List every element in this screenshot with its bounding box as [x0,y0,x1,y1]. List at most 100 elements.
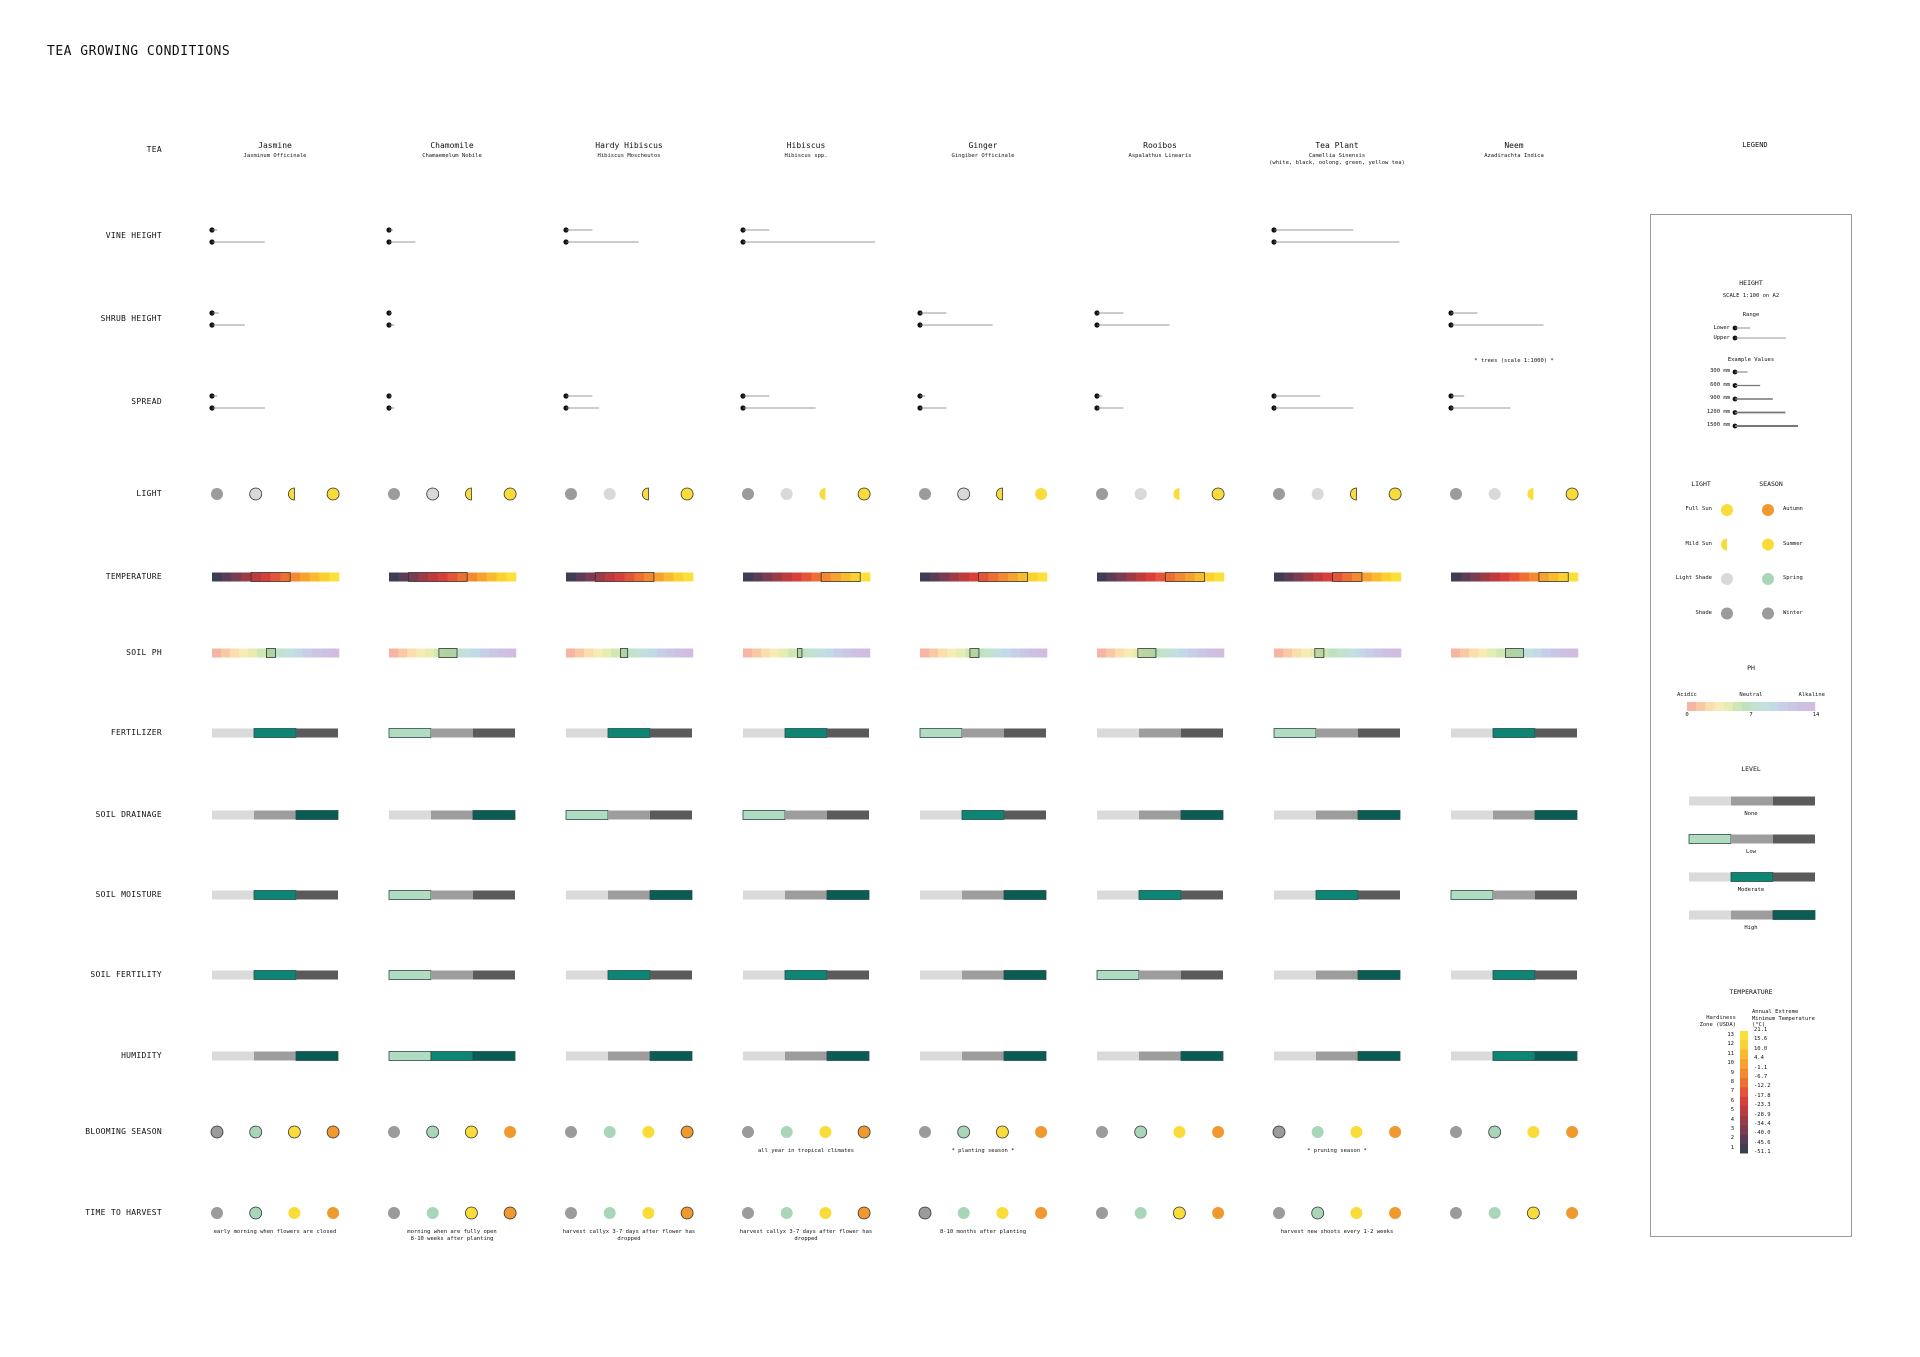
tea-neem-fertility-level [1451,970,1577,980]
tea-rooibos-temp-zone-9 [1175,572,1186,582]
tea-tea-plant-fertilizer-level [1273,728,1400,738]
tea-rooibos-moisture-level-seg-2 [1181,890,1223,900]
tea-hibiscus-fertilizer-level-seg-0 [743,728,785,738]
tea-jasmine-harvest-note: early morning when flowers are closed [213,1229,337,1235]
tea-hibiscus-temp-zone-1 [743,572,754,582]
legend-zone-value: 3 [1730,1126,1734,1132]
tea-ginger-humidity-level-seg-2 [1003,1051,1047,1061]
tea-ginger-fertility-level-seg-0 [920,970,962,980]
tea-jasmine-bloom-summer [287,1125,301,1139]
tea-hardy-hibiscus-ph-step-3 [593,648,603,658]
tea-hardy-hibiscus-light-light-shade [603,488,616,500]
tea-hardy-hibiscus-harvest-spring [603,1207,616,1219]
legend-ph-step [1805,702,1816,711]
tea-hibiscus-ph-step-10 [833,648,844,658]
tea-neem-temp-zone-4 [1480,572,1491,582]
tea-tea-plant-ph-step-7 [1337,648,1347,658]
tea-hibiscus-temp-zone-9 [821,572,832,582]
tea-tea-plant-harvest-summer [1350,1207,1363,1219]
tea-tea-plant-temp-zone-11 [1371,572,1382,582]
tea-ginger-ph-step-9 [1001,648,1012,658]
legend-light-swatch [1721,573,1733,585]
tea-ginger-ph-step-7 [983,648,993,658]
tea-hibiscus-ph-step-5 [788,648,798,658]
tea-rooibos-harvest-autumn [1212,1207,1225,1219]
tea-hardy-hibiscus-ph-step-4 [602,648,612,658]
legend-zone-value: 9 [1730,1069,1734,1076]
legend-level-none-seg-0 [1689,796,1731,806]
tea-hibiscus-ph-step-8 [815,648,825,658]
tea-rooibos-fertility-level-seg-2 [1181,970,1223,980]
legend-level-high-seg-2 [1772,910,1816,920]
tea-hibiscus-temp-zone-10 [830,572,841,582]
tea-hibiscus-temp-zone-11 [840,572,851,582]
tea-hibiscus-ph-step-0 [743,648,753,658]
tea-ginger-harvest-note: 8-10 months after planting [939,1229,1027,1235]
tea-neem-drainage-level-seg-0 [1451,810,1493,820]
tea-hibiscus-harvest-autumn [857,1206,871,1220]
tea-tea-plant-temp-zone-6 [1322,572,1333,582]
tea-hardy-hibiscus-temp-zone-4 [595,572,606,582]
tea-ginger-ph-step-12 [1028,648,1039,658]
tea-jasmine-light-full-sun [326,487,340,501]
legend-temp-label: Annual Extreme [1752,1009,1799,1015]
tea-chamomile-humidity-level-seg-2 [472,1051,516,1061]
tea-tea-plant-ph-step-11 [1373,648,1384,658]
tea-rooibos-drainage-level-seg-0 [1097,810,1139,820]
tea-jasmine-ph-step-0 [212,648,222,658]
tea-hardy-hibiscus-moisture-level-seg-2 [649,890,693,900]
tea-neem-drainage-level-seg-1 [1493,810,1535,820]
legend-temp-swatch [1740,1049,1748,1060]
legend-height-title: HEIGHT [1739,279,1763,287]
tea-hibiscus-drainage-level-seg-2 [827,810,869,820]
tea-neem-temp-zone-9 [1529,572,1540,582]
tea-jasmine-moisture-level-seg-1 [253,890,297,900]
tea-ginger-temp-zone-1 [920,572,931,582]
legend-zone-value: 1 [1730,1144,1734,1151]
tea-neem-drainage-level-seg-2 [1534,810,1578,820]
tea-ginger-ph-step-11 [1019,648,1030,658]
tea-jasmine-fertilizer-level [212,728,338,738]
legend-zone-value: 13 [1727,1032,1734,1038]
legend-ph-step [1787,702,1797,711]
tea-chamomile-harvest-winter [388,1207,400,1219]
tea-chamomile-fertilizer-level-seg-0 [388,728,432,738]
tea-jasmine-ph-step-3 [239,648,249,658]
tea-hardy-hibiscus-temp-zone-9 [644,572,655,582]
tea-hardy-hibiscus-fertility-level [566,970,692,980]
legend-ph-mid: 7 [1749,712,1753,718]
tea-jasmine-humidity-level-seg-2 [295,1051,339,1061]
tea-chamomile-temp-zone-2 [398,572,409,582]
tea-tea-plant-bloom-autumn [1389,1126,1402,1138]
tea-hardy-hibiscus-temp-range [594,572,655,582]
tea-ginger-temp-zone-8 [988,572,999,582]
tea-tea-plant-temp-zone-5 [1313,572,1324,582]
tea-neem-temp-zone-6 [1499,572,1510,582]
tea-jasmine-drainage-level-seg-2 [295,810,339,820]
tea-hibiscus-temp-range [820,572,861,582]
tea-neem-light-full-sun [1565,487,1579,501]
legend-temp-swatch [1740,1125,1748,1135]
tea-ginger-bloom-autumn [1035,1126,1048,1138]
tea-chamomile-humidity-level-seg-0 [388,1051,432,1061]
tea-hardy-hibiscus-temp-zone-7 [624,572,635,582]
tea-hibiscus-ph-range [797,648,803,658]
tea-ginger-fertilizer-level [919,728,1046,738]
tea-chamomile-temp-zone-8 [457,572,468,582]
tea-rooibos-humidity-level-seg-1 [1139,1051,1181,1061]
tea-tea-plant-ph-step-12 [1382,648,1393,658]
row-label-temperature: TEMPERATURE [105,572,162,581]
tea-rooibos-ph-step-7 [1160,648,1170,658]
row-label-tea: TEA [146,145,162,154]
tea-jasmine-harvest-summer [288,1207,301,1219]
tea-tea-plant-humidity-level-seg-2 [1357,1051,1401,1061]
tea-hardy-hibiscus-ph-step-0 [566,648,576,658]
tea-hibiscus-harvest-winter [742,1207,754,1219]
tea-rooibos-ph-step-9 [1178,648,1189,658]
tea-neem-ph-step-8 [1523,648,1533,658]
tea-hardy-hibiscus-ph-range [620,648,629,658]
tea-hardy-hibiscus-temp-zone-6 [614,572,625,582]
legend-example-label: 1200 mm [1706,408,1730,415]
